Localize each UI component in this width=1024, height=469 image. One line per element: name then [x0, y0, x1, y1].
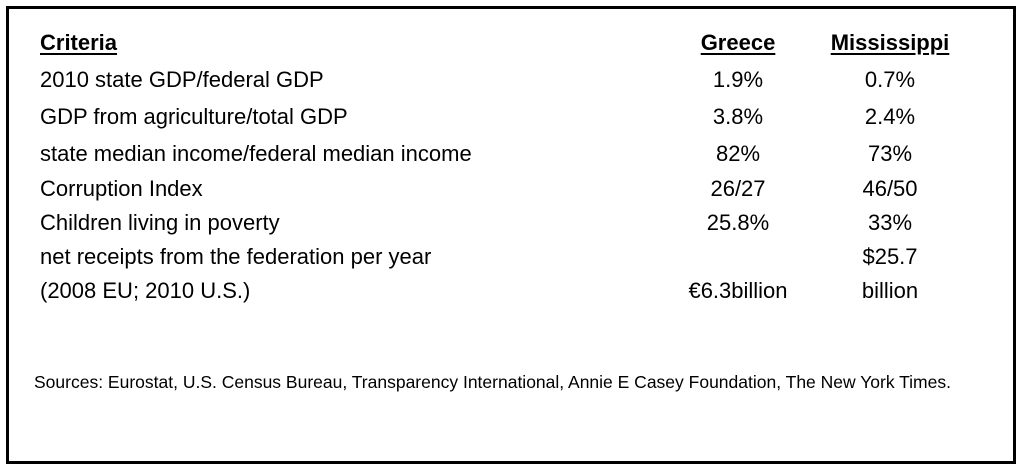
table-row: (2008 EU; 2010 U.S.) €6.3billion billion — [33, 274, 993, 308]
row-greece-value: 1.9% — [712, 67, 764, 92]
comparison-table: Criteria Greece Mississippi 2010 state G… — [33, 24, 993, 308]
table-row: state median income/federal median incom… — [33, 135, 993, 172]
row-greece-value: 82% — [715, 141, 761, 166]
row-greece-value: 25.8% — [706, 210, 770, 235]
row-mississippi-value: 46/50 — [862, 176, 918, 201]
header-greece: Greece — [700, 30, 776, 55]
table-row: net receipts from the federation per yea… — [33, 240, 993, 274]
row-criteria: GDP from agriculture/total GDP — [40, 104, 348, 129]
row-criteria: net receipts from the federation per yea… — [40, 244, 432, 269]
row-criteria: (2008 EU; 2010 U.S.) — [40, 278, 251, 303]
sources-note: Sources: Eurostat, U.S. Census Bureau, T… — [34, 372, 951, 392]
table-header-row: Criteria Greece Mississippi — [33, 24, 993, 61]
row-greece-value: 3.8% — [712, 104, 764, 129]
row-mississippi-value: 73% — [867, 141, 913, 166]
row-mississippi-value: $25.7 — [862, 244, 918, 269]
row-mississippi-value: 33% — [867, 210, 913, 235]
row-criteria: Children living in poverty — [40, 210, 280, 235]
row-greece-value: 26/27 — [710, 176, 766, 201]
table-row: 2010 state GDP/federal GDP 1.9% 0.7% — [33, 61, 993, 98]
table-row: Corruption Index 26/27 46/50 — [33, 172, 993, 206]
row-greece-value: €6.3billion — [688, 278, 788, 303]
row-criteria: Corruption Index — [40, 176, 203, 201]
table-row: Children living in poverty 25.8% 33% — [33, 206, 993, 240]
row-mississippi-value: billion — [861, 278, 919, 303]
row-mississippi-value: 0.7% — [864, 67, 916, 92]
row-criteria: state median income/federal median incom… — [40, 141, 472, 166]
table-row: GDP from agriculture/total GDP 3.8% 2.4% — [33, 98, 993, 135]
row-mississippi-value: 2.4% — [864, 104, 916, 129]
row-criteria: 2010 state GDP/federal GDP — [40, 67, 324, 92]
table-frame: Criteria Greece Mississippi 2010 state G… — [6, 6, 1016, 464]
header-criteria: Criteria — [40, 30, 118, 55]
header-mississippi: Mississippi — [830, 30, 950, 55]
